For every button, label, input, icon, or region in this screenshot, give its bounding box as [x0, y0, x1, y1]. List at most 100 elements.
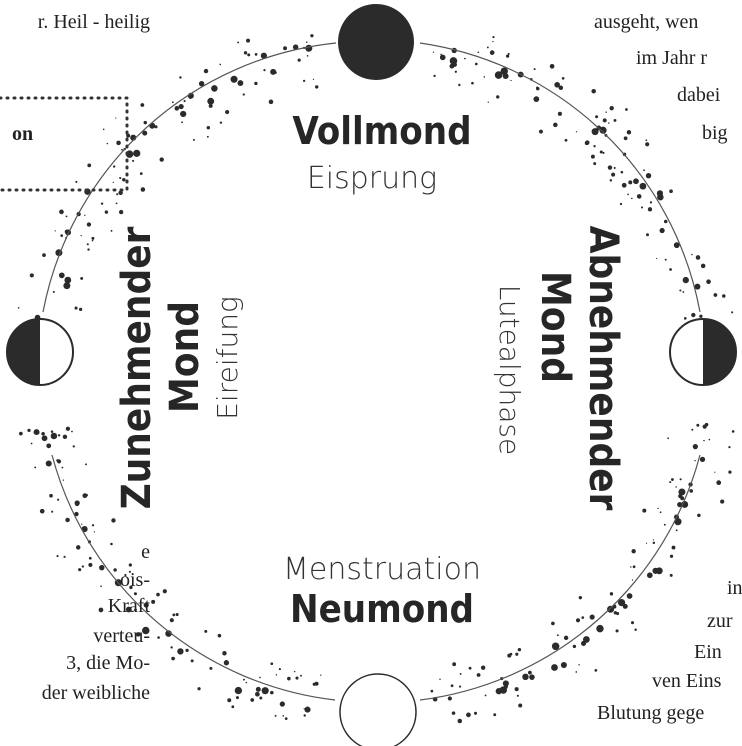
dot: [648, 207, 652, 211]
dot: [170, 646, 172, 648]
dot: [703, 440, 704, 441]
arc: [43, 43, 336, 312]
dot: [63, 556, 65, 558]
dot: [294, 671, 295, 672]
dot: [42, 253, 46, 257]
dot: [460, 673, 462, 675]
dot: [171, 657, 175, 661]
dot: [63, 479, 64, 480]
dot: [151, 600, 155, 604]
dot: [670, 574, 673, 577]
dot: [552, 643, 560, 651]
dot: [706, 279, 711, 284]
dot: [697, 514, 700, 517]
dot: [676, 529, 678, 531]
dot: [207, 126, 210, 129]
dot: [283, 46, 287, 50]
dot: [107, 143, 108, 144]
dot: [230, 76, 237, 83]
dot: [122, 178, 126, 182]
phase-name: Zunehmender: [114, 226, 160, 509]
dot: [279, 668, 281, 670]
dot: [652, 568, 658, 574]
dot: [458, 84, 460, 86]
dot: [539, 130, 543, 134]
dot: [660, 228, 665, 233]
dot: [448, 696, 452, 700]
dot: [113, 182, 114, 183]
dot: [492, 41, 493, 42]
dot: [185, 649, 188, 652]
dot: [593, 145, 595, 147]
dot: [310, 34, 313, 37]
dot: [650, 201, 652, 203]
dot: [528, 671, 532, 675]
phase-label: Eisprung: [307, 161, 437, 196]
dot: [56, 555, 58, 557]
body-text: e: [141, 541, 150, 563]
dot: [246, 682, 248, 684]
dot: [31, 443, 33, 445]
dot: [315, 682, 319, 686]
dot: [492, 36, 494, 38]
dot: [35, 430, 39, 434]
dot: [170, 618, 174, 622]
boxed-text: on: [12, 123, 33, 145]
dot: [51, 433, 58, 440]
dot: [141, 187, 146, 192]
body-text: 3, die Mo-: [66, 652, 150, 674]
dot: [433, 75, 435, 77]
dot: [632, 579, 633, 580]
dot: [484, 76, 486, 78]
dot: [664, 220, 668, 224]
dot: [518, 704, 522, 708]
dot: [732, 430, 735, 433]
phase-name: Neumond: [290, 587, 474, 631]
dot: [197, 687, 200, 690]
body-text: zur: [707, 610, 733, 632]
dot: [111, 518, 115, 522]
dot: [573, 645, 576, 648]
dot: [75, 307, 78, 310]
dot: [605, 111, 607, 113]
body-text: in: [727, 577, 742, 599]
dot: [657, 190, 663, 196]
dot: [614, 120, 616, 122]
dot: [493, 713, 496, 716]
dot: [433, 52, 434, 53]
dot: [256, 687, 261, 692]
dot: [675, 486, 676, 487]
dot: [640, 183, 647, 190]
dot: [88, 563, 92, 567]
dot: [66, 427, 70, 431]
dot: [503, 73, 509, 79]
dot: [522, 674, 528, 680]
dot: [225, 110, 229, 114]
dot: [99, 565, 104, 570]
dot: [84, 215, 85, 216]
dot: [207, 136, 209, 138]
dot: [490, 50, 495, 55]
dot: [581, 616, 584, 619]
dot: [280, 701, 285, 706]
dot: [517, 695, 519, 697]
dot: [250, 698, 254, 702]
dot: [62, 467, 64, 469]
dot: [172, 614, 175, 617]
dot: [92, 524, 94, 526]
phase-name: Mond: [162, 301, 208, 413]
dot: [487, 46, 489, 48]
dot: [254, 82, 257, 85]
dot: [634, 629, 636, 631]
dot: [224, 660, 229, 665]
dot: [551, 664, 558, 671]
dot: [18, 307, 20, 309]
dot: [653, 539, 654, 540]
dot: [495, 71, 503, 79]
dot: [243, 679, 245, 681]
dot: [696, 255, 701, 260]
dot: [610, 106, 614, 110]
dot: [439, 679, 440, 680]
dot: [60, 234, 63, 237]
dot: [608, 122, 610, 124]
